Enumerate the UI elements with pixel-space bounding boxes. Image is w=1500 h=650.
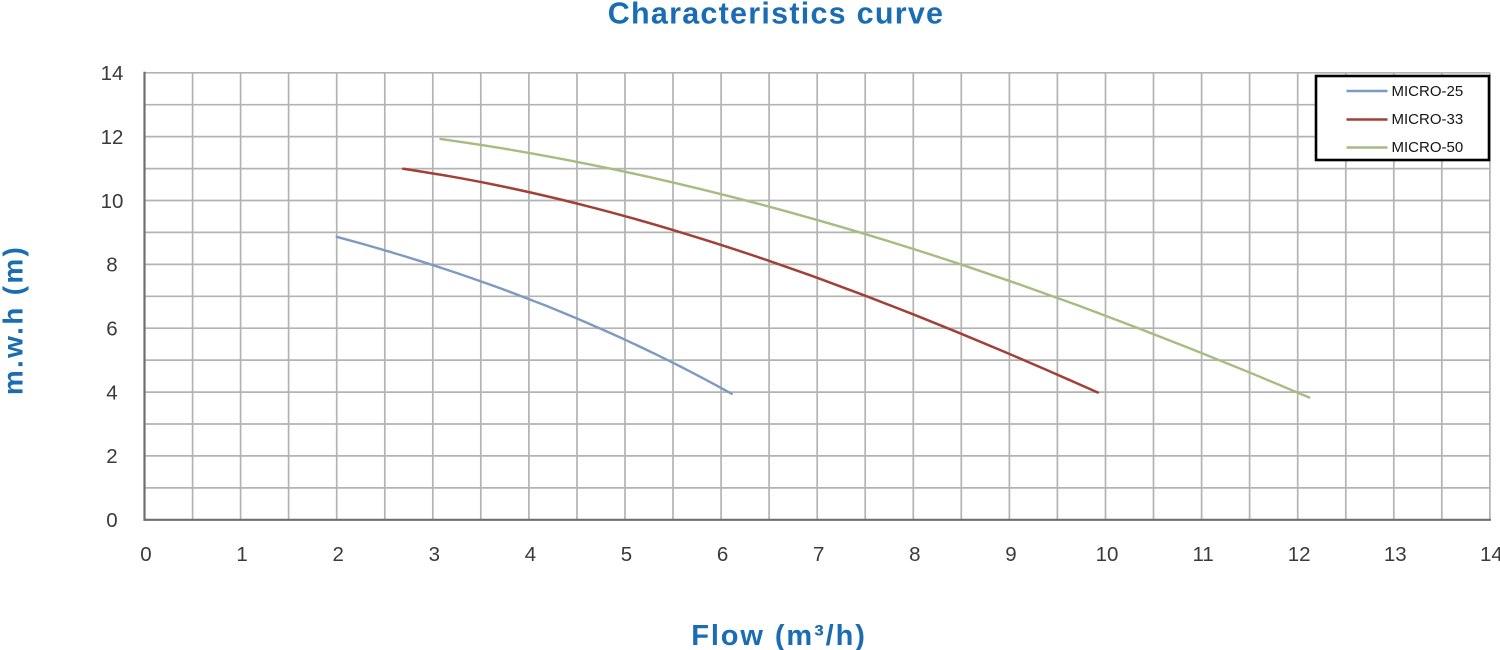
svg-text:4: 4 (525, 543, 536, 566)
svg-text:4: 4 (106, 381, 117, 404)
svg-text:6: 6 (717, 543, 728, 566)
svg-text:1: 1 (236, 543, 247, 566)
svg-text:13: 13 (1384, 543, 1407, 566)
svg-text:9: 9 (1005, 543, 1016, 566)
svg-text:7: 7 (813, 543, 824, 566)
svg-text:0: 0 (140, 543, 151, 566)
svg-text:3: 3 (429, 543, 440, 566)
svg-text:MICRO-33: MICRO-33 (1392, 111, 1464, 128)
svg-text:12: 12 (1288, 543, 1311, 566)
svg-text:11: 11 (1192, 543, 1213, 566)
svg-text:6: 6 (106, 318, 117, 341)
svg-text:10: 10 (1096, 543, 1119, 566)
svg-text:2: 2 (106, 445, 117, 468)
svg-text:m.w.h (m): m.w.h (m) (0, 245, 29, 395)
svg-text:10: 10 (101, 190, 124, 213)
svg-text:5: 5 (621, 543, 632, 566)
svg-text:Characteristics curve: Characteristics curve (608, 0, 945, 31)
svg-text:0: 0 (106, 509, 117, 532)
svg-text:MICRO-50: MICRO-50 (1392, 139, 1464, 156)
svg-text:12: 12 (101, 126, 124, 149)
svg-text:14: 14 (101, 62, 124, 85)
svg-text:14: 14 (1480, 543, 1500, 566)
svg-text:8: 8 (909, 543, 920, 566)
svg-text:MICRO-25: MICRO-25 (1392, 83, 1464, 100)
svg-text:Flow (m³/h): Flow (m³/h) (691, 620, 867, 650)
svg-text:8: 8 (106, 254, 117, 277)
svg-text:2: 2 (332, 543, 343, 566)
